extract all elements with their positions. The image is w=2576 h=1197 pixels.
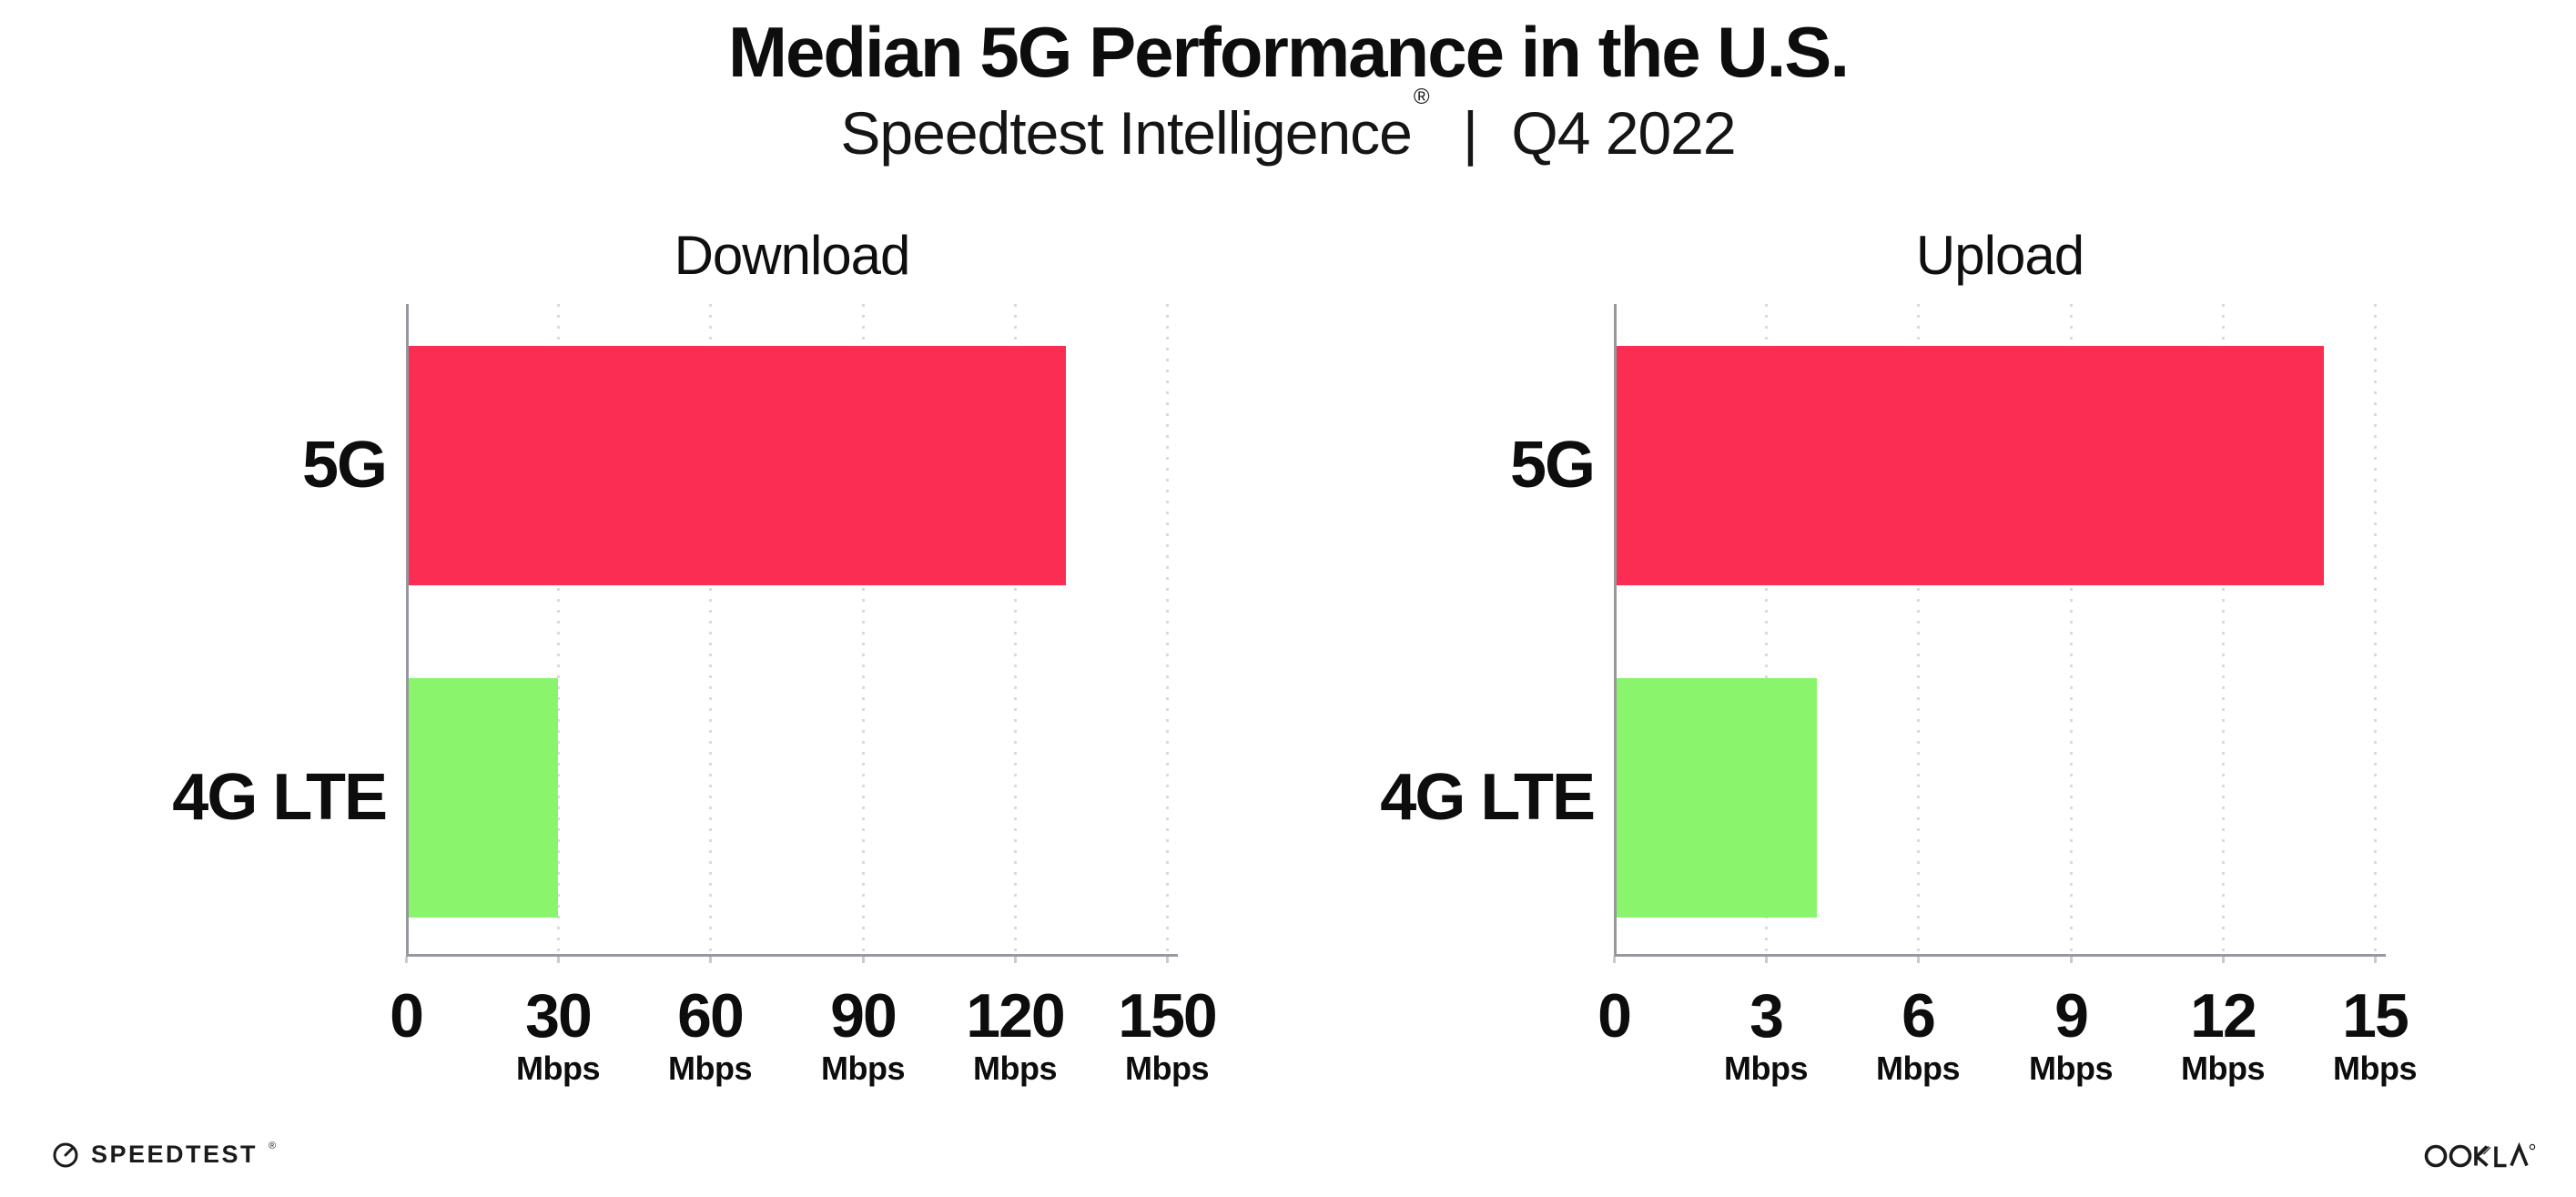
axis-tick bbox=[1765, 957, 1768, 963]
axis-tick bbox=[1166, 957, 1169, 963]
axis-tick bbox=[405, 957, 408, 963]
tick-unit: Mbps bbox=[516, 1050, 601, 1087]
x-tick-label: 15 Mbps bbox=[2275, 983, 2475, 1087]
axis-tick bbox=[557, 957, 560, 963]
tick-unit: Mbps bbox=[1724, 1050, 1809, 1087]
axis-tick bbox=[1613, 957, 1616, 963]
x-tick-label: 0 bbox=[1514, 983, 1714, 1049]
ookla-wordmark bbox=[2423, 1138, 2541, 1171]
axis-tick bbox=[1014, 957, 1017, 963]
upload-chart: Upload 5G 4G LTE 0 3 Mbps 6 Mbps 9 Mbps 12 Mbps 1… bbox=[1259, 225, 2418, 1145]
speedtest-gauge-icon bbox=[51, 1140, 80, 1169]
bar-4g-lte bbox=[1617, 678, 1817, 918]
gridline bbox=[1765, 304, 1768, 954]
gridline bbox=[2222, 304, 2225, 954]
tick-unit: Mbps bbox=[821, 1050, 906, 1087]
tick-value: 150 bbox=[1118, 981, 1217, 1050]
bar-5g bbox=[409, 346, 1066, 585]
x-tick-label: 9 Mbps bbox=[1971, 983, 2171, 1087]
axis-tick bbox=[2222, 957, 2225, 963]
download-plot-area: 0 30 Mbps 60 Mbps 90 Mbps 120 Mbps 150 Mbps bbox=[390, 304, 1218, 1087]
x-tick-label: 90 Mbps bbox=[763, 983, 963, 1087]
bar-4g-lte bbox=[409, 678, 558, 918]
tick-unit: Mbps bbox=[973, 1050, 1058, 1087]
speedtest-trademark: ® bbox=[269, 1141, 277, 1151]
y-axis-line bbox=[1614, 304, 1617, 957]
x-axis-line bbox=[1614, 954, 2386, 957]
gridline bbox=[1014, 304, 1017, 954]
download-chart-title: Download bbox=[674, 225, 911, 286]
x-tick-label: 120 Mbps bbox=[915, 983, 1115, 1087]
axis-tick bbox=[709, 957, 712, 963]
y-axis-line bbox=[406, 304, 409, 957]
tick-unit: Mbps bbox=[2333, 1050, 2418, 1087]
axis-tick bbox=[1917, 957, 1920, 963]
subtitle-brand: Speedtest Intelligence bbox=[840, 99, 1412, 167]
category-label-4g-lte: 4G LTE bbox=[1380, 761, 1596, 834]
tick-value: 60 bbox=[677, 981, 745, 1050]
speedtest-wordmark: SPEEDTEST bbox=[91, 1140, 259, 1168]
axis-tick bbox=[2070, 957, 2073, 963]
ookla-logo: ® bbox=[2423, 1138, 2541, 1171]
bar-5g bbox=[1617, 346, 2324, 585]
category-label-5g: 5G bbox=[301, 429, 388, 502]
download-chart: Download 5G 4G LTE 0 30 Mbps 60 Mbps 90 Mbps 12… bbox=[51, 225, 1218, 1145]
page-title: Median 5G Performance in the U.S. bbox=[728, 12, 1850, 92]
tick-value: 0 bbox=[1597, 981, 1632, 1050]
tick-value: 0 bbox=[390, 981, 424, 1050]
x-tick-label: 0 bbox=[306, 983, 506, 1049]
upload-chart-title: Upload bbox=[1915, 225, 2084, 286]
category-label-4g-lte: 4G LTE bbox=[172, 761, 388, 834]
subtitle-separator: | bbox=[1462, 99, 1478, 167]
tick-unit: Mbps bbox=[2181, 1050, 2266, 1087]
x-tick-label: 60 Mbps bbox=[610, 983, 810, 1087]
gridline bbox=[862, 304, 865, 954]
subtitle-period: Q4 2022 bbox=[1511, 99, 1736, 167]
upload-plot-area: 0 3 Mbps 6 Mbps 9 Mbps 12 Mbps 15 Mbps bbox=[1597, 304, 2418, 1087]
tick-value: 30 bbox=[525, 981, 593, 1050]
x-axis-line bbox=[406, 954, 1178, 957]
page-subtitle: Speedtest Intelligence® | Q4 2022 bbox=[0, 85, 2576, 168]
gridline bbox=[709, 304, 712, 954]
tick-value: 9 bbox=[2054, 981, 2089, 1050]
tick-unit: Mbps bbox=[2029, 1050, 2114, 1087]
category-label-5g: 5G bbox=[1509, 429, 1596, 502]
axis-tick bbox=[2374, 957, 2377, 963]
tick-value: 3 bbox=[1749, 981, 1784, 1050]
registered-mark: ® bbox=[1413, 85, 1430, 109]
tick-value: 6 bbox=[1902, 981, 1936, 1050]
tick-unit: Mbps bbox=[1125, 1050, 1210, 1087]
gridline bbox=[1166, 304, 1169, 954]
axis-tick bbox=[862, 957, 865, 963]
x-tick-label: 150 Mbps bbox=[1067, 983, 1267, 1087]
tick-unit: Mbps bbox=[668, 1050, 753, 1087]
gridline bbox=[557, 304, 560, 954]
gridline bbox=[2374, 304, 2377, 954]
gridline bbox=[1917, 304, 1920, 954]
x-tick-label: 30 Mbps bbox=[458, 983, 658, 1087]
x-tick-label: 3 Mbps bbox=[1666, 983, 1866, 1087]
tick-value: 90 bbox=[830, 981, 898, 1050]
gridline bbox=[2070, 304, 2073, 954]
tick-unit: Mbps bbox=[1876, 1050, 1961, 1087]
tick-value: 15 bbox=[2342, 981, 2409, 1050]
x-tick-label: 12 Mbps bbox=[2123, 983, 2323, 1087]
tick-value: 120 bbox=[966, 981, 1065, 1050]
speedtest-logo: SPEEDTEST ® bbox=[51, 1140, 276, 1169]
tick-value: 12 bbox=[2190, 981, 2257, 1050]
x-tick-label: 6 Mbps bbox=[1818, 983, 2018, 1087]
